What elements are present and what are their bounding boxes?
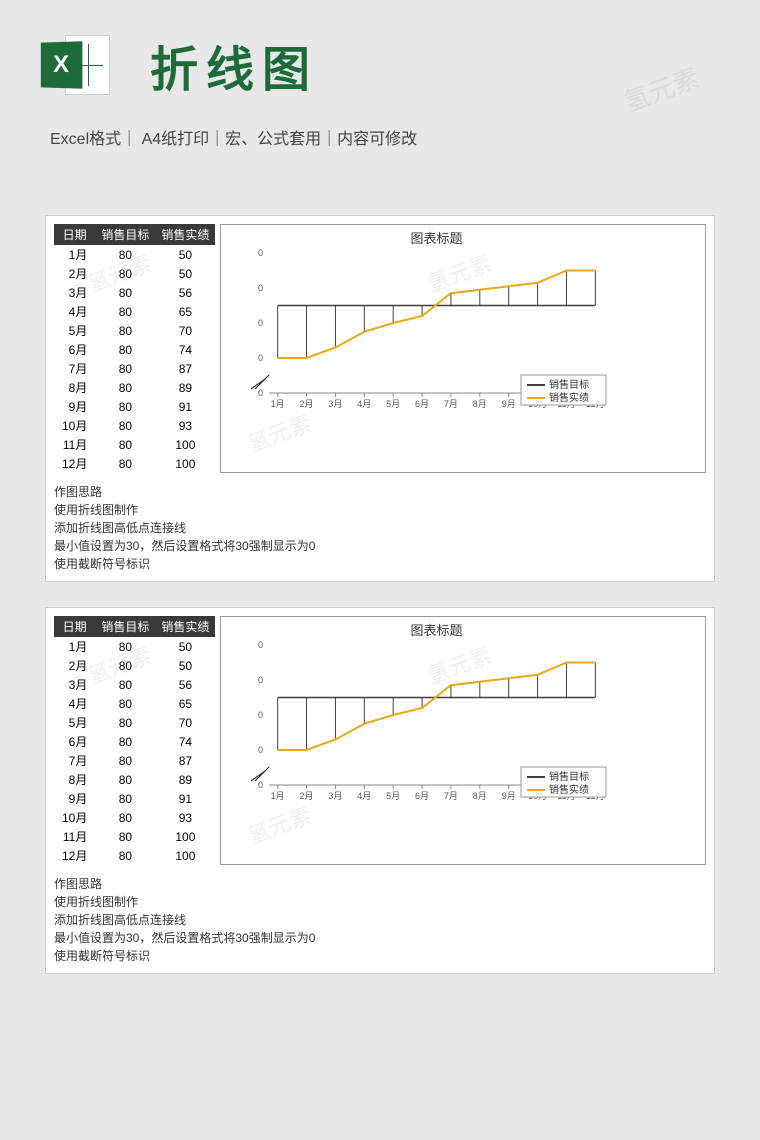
y-tick-label: 0 <box>258 318 263 328</box>
notes-line: 使用折线图制作 <box>54 893 706 911</box>
table-row: 12月80100 <box>54 454 215 473</box>
table-row: 1月8050 <box>54 245 215 264</box>
page-title: 折线图 <box>150 30 318 100</box>
header-top: X 折线图 <box>40 30 720 100</box>
table-row: 8月8089 <box>54 770 215 789</box>
x-tick-label: 8月 <box>473 399 487 409</box>
x-tick-label: 7月 <box>444 791 458 801</box>
table-row: 12月80100 <box>54 846 215 865</box>
table-row: 10月8093 <box>54 416 215 435</box>
table-row: 9月8091 <box>54 397 215 416</box>
notes-line: 使用截断符号标识 <box>54 555 706 573</box>
content-panel: 日期销售目标销售实绩1月80502月80503月80564月80655月8070… <box>45 607 715 974</box>
chart-title: 图表标题 <box>411 623 463 638</box>
table-header: 销售目标 <box>95 224 155 245</box>
x-tick-label: 3月 <box>329 399 343 409</box>
data-table: 日期销售目标销售实绩1月80502月80503月80564月80655月8070… <box>54 224 215 473</box>
y-tick-label: 0 <box>258 353 263 363</box>
x-tick-label: 3月 <box>329 791 343 801</box>
legend-label: 销售目标 <box>549 378 589 391</box>
x-tick-label: 5月 <box>387 791 401 801</box>
x-tick-label: 8月 <box>473 791 487 801</box>
series-line <box>278 663 596 751</box>
table-row: 4月8065 <box>54 302 215 321</box>
excel-icon: X <box>40 30 110 100</box>
table-row: 6月8074 <box>54 732 215 751</box>
y-tick-label: 0 <box>258 675 263 685</box>
table-row: 3月8056 <box>54 675 215 694</box>
table-row: 5月8070 <box>54 713 215 732</box>
y-tick-label: 0 <box>258 640 263 650</box>
legend-label: 销售实绩 <box>549 391 589 404</box>
notes: 作图思路使用折线图制作添加折线图高低点连接线最小值设置为30，然后设置格式将30… <box>54 483 706 573</box>
chart: 图表标题000001月2月3月4月5月6月7月8月9月10月11月12月销售目标… <box>220 224 706 473</box>
notes-line: 使用截断符号标识 <box>54 947 706 965</box>
y-tick-label: 0 <box>258 710 263 720</box>
y-tick-label: 0 <box>258 283 263 293</box>
table-header: 销售目标 <box>95 616 155 637</box>
table-header: 销售实绩 <box>155 224 215 245</box>
notes-line: 最小值设置为30，然后设置格式将30强制显示为0 <box>54 537 706 555</box>
x-tick-label: 2月 <box>300 399 314 409</box>
table-row: 1月8050 <box>54 637 215 656</box>
table-row: 11月80100 <box>54 827 215 846</box>
chart: 图表标题000001月2月3月4月5月6月7月8月9月10月11月12月销售目标… <box>220 616 706 865</box>
table-row: 7月8087 <box>54 359 215 378</box>
notes-line: 使用折线图制作 <box>54 501 706 519</box>
y-tick-label: 0 <box>258 248 263 258</box>
notes-line: 添加折线图高低点连接线 <box>54 911 706 929</box>
x-tick-label: 9月 <box>502 399 516 409</box>
y-tick-label: 0 <box>258 780 263 790</box>
x-tick-label: 9月 <box>502 791 516 801</box>
x-tick-label: 4月 <box>358 791 372 801</box>
table-row: 7月8087 <box>54 751 215 770</box>
x-tick-label: 5月 <box>387 399 401 409</box>
notes: 作图思路使用折线图制作添加折线图高低点连接线最小值设置为30，然后设置格式将30… <box>54 875 706 965</box>
table-row: 5月8070 <box>54 321 215 340</box>
legend-label: 销售目标 <box>549 770 589 783</box>
table-row: 2月8050 <box>54 264 215 283</box>
series-line <box>278 271 596 359</box>
table-row: 8月8089 <box>54 378 215 397</box>
table-row: 2月8050 <box>54 656 215 675</box>
table-row: 3月8056 <box>54 283 215 302</box>
table-header: 日期 <box>54 224 95 245</box>
axis-break-icon <box>251 375 269 389</box>
notes-line: 最小值设置为30，然后设置格式将30强制显示为0 <box>54 929 706 947</box>
x-tick-label: 4月 <box>358 399 372 409</box>
page-subtitle: Excel格式｜ A4纸打印｜宏、公式套用｜内容可修改 <box>50 125 720 149</box>
notes-heading: 作图思路 <box>54 875 706 893</box>
table-row: 6月8074 <box>54 340 215 359</box>
x-tick-label: 6月 <box>415 399 429 409</box>
y-tick-label: 0 <box>258 388 263 398</box>
x-tick-label: 2月 <box>300 791 314 801</box>
x-tick-label: 1月 <box>271 791 285 801</box>
notes-line: 添加折线图高低点连接线 <box>54 519 706 537</box>
chart-title: 图表标题 <box>411 231 463 246</box>
table-header: 销售实绩 <box>155 616 215 637</box>
content-panel: 日期销售目标销售实绩1月80502月80503月80564月80655月8070… <box>45 215 715 582</box>
data-table: 日期销售目标销售实绩1月80502月80503月80564月80655月8070… <box>54 616 215 865</box>
table-row: 10月8093 <box>54 808 215 827</box>
x-tick-label: 6月 <box>415 791 429 801</box>
x-tick-label: 7月 <box>444 399 458 409</box>
y-tick-label: 0 <box>258 745 263 755</box>
legend-label: 销售实绩 <box>549 783 589 796</box>
table-row: 11月80100 <box>54 435 215 454</box>
header: X 折线图 Excel格式｜ A4纸打印｜宏、公式套用｜内容可修改 <box>0 0 760 200</box>
table-row: 9月8091 <box>54 789 215 808</box>
table-header: 日期 <box>54 616 95 637</box>
axis-break-icon <box>251 767 269 781</box>
notes-heading: 作图思路 <box>54 483 706 501</box>
x-tick-label: 1月 <box>271 399 285 409</box>
table-row: 4月8065 <box>54 694 215 713</box>
